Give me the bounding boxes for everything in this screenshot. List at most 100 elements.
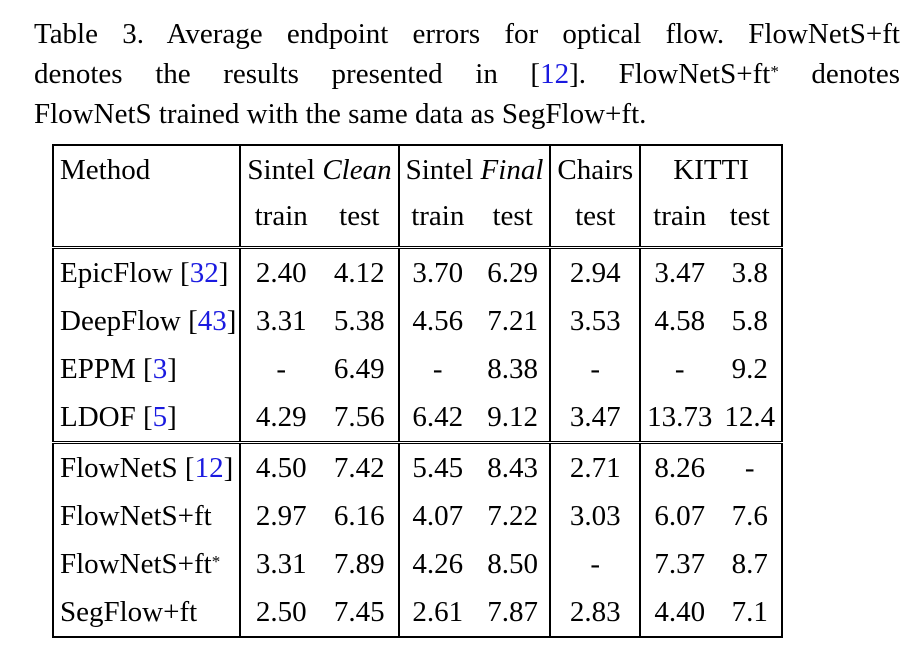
- method-name: LDOF: [60, 401, 143, 433]
- header-text-italic: Clean: [322, 154, 392, 186]
- value-cell: 7.6: [731, 500, 768, 532]
- value-cell: -: [550, 345, 642, 393]
- header-row-2: train test train test test train test: [53, 194, 782, 248]
- value-cell: 2.50: [255, 596, 307, 628]
- table-body: EpicFlow [32] 2.40 4.12 3.70 6.29 2.94 3.47 3.8…: [53, 246, 783, 637]
- method-name: SegFlow+ft: [60, 596, 198, 628]
- citation-link[interactable]: 12: [540, 58, 570, 90]
- value-cell: 7.21: [475, 297, 552, 345]
- table-row: SegFlow+ft 2.50 7.45 2.61 7.87 2.83 4.40 7.1: [53, 588, 782, 637]
- value-cell: 5.38: [320, 297, 400, 345]
- value-cell: -: [276, 353, 287, 385]
- value-cell: 4.12: [320, 246, 400, 297]
- value-cell: 7.56: [320, 393, 400, 443]
- caption-text: ]. FlowNetS+ft: [569, 58, 771, 90]
- method-name: FlowNetS+ft: [60, 548, 212, 580]
- value-cell: 2.94: [550, 246, 642, 297]
- method-cell: SegFlow+ft: [53, 588, 242, 637]
- value-cell: 3.70: [398, 246, 476, 297]
- value-cell: 3.03: [550, 492, 642, 540]
- value-cell: 2.61: [412, 596, 464, 628]
- table-row: EPPM [3] -6.49-8.38- -9.2: [53, 345, 782, 393]
- value-cell: 13.73: [647, 401, 713, 433]
- header-test: test: [550, 194, 642, 248]
- citation-link[interactable]: 5: [152, 401, 168, 433]
- value-cell: 6.07: [654, 500, 706, 532]
- value-cell: 4.58: [654, 305, 706, 337]
- table-row: FlowNetS [12] 4.50 7.42 5.45 8.43 2.71 8.26-: [53, 441, 783, 492]
- method-cell: EPPM [3]: [53, 345, 242, 393]
- table-row: LDOF [5] 4.29 7.56 6.42 9.12 3.47 13.73 12.4: [53, 393, 782, 443]
- value-cell: 4.56: [412, 305, 464, 337]
- value-cell: -: [718, 441, 783, 492]
- value-cell: 8.43: [475, 441, 552, 492]
- value-cell: 8.38: [475, 345, 552, 393]
- value-cell: 8.7: [731, 548, 768, 580]
- value-cell: 4.29: [255, 401, 307, 433]
- method-name: EpicFlow: [60, 257, 181, 289]
- value-cell: 5.45: [398, 441, 476, 492]
- caption-text: denotes: [778, 58, 901, 90]
- method-cell: DeepFlow [43]: [53, 297, 242, 345]
- header-test: test: [475, 194, 552, 248]
- value-cell: 3.31: [255, 305, 307, 337]
- citation-link[interactable]: 32: [189, 257, 219, 289]
- method-cell: FlowNetS+ft*: [53, 540, 242, 588]
- value-cell: 2.40: [240, 246, 321, 297]
- value-cell: 8.50: [475, 540, 552, 588]
- value-cell: 3.53: [550, 297, 642, 345]
- header-row-1: Method Sintel Clean Sintel Final Chairs …: [53, 145, 782, 194]
- header-text: Sintel: [247, 154, 323, 186]
- method-cell: FlowNetS+ft: [53, 492, 242, 540]
- table-row: FlowNetS+ft 2.97 6.16 4.07 7.22 3.03 6.07 7.6: [53, 492, 782, 540]
- header-method: Method: [53, 145, 242, 194]
- value-cell: 6.29: [475, 246, 552, 297]
- value-cell: 2.83: [550, 588, 642, 637]
- citation-link[interactable]: 43: [197, 305, 227, 337]
- header-empty: [53, 194, 242, 248]
- value-cell: 2.71: [550, 441, 642, 492]
- results-table: Method Sintel Clean Sintel Final Chairs …: [52, 144, 784, 638]
- table-row: EpicFlow [32] 2.40 4.12 3.70 6.29 2.94 3.47 3.8: [53, 246, 783, 297]
- table-row: DeepFlow [43] 3.31 5.38 4.56 7.21 3.53 4.58 5.8: [53, 297, 782, 345]
- method-cell: LDOF [5]: [53, 393, 242, 443]
- header-text: Sintel: [405, 154, 481, 186]
- value-cell: 2.97: [255, 500, 307, 532]
- value-cell: -: [674, 353, 685, 385]
- value-cell: 7.42: [320, 441, 400, 492]
- value-cell: -: [550, 540, 642, 588]
- value-cell: 7.87: [475, 588, 552, 637]
- value-cell: 4.50: [240, 441, 321, 492]
- value-cell: 9.12: [475, 393, 552, 443]
- value-cell: 4.40: [654, 596, 706, 628]
- asterisk-marker: *: [211, 552, 221, 571]
- citation-link[interactable]: 12: [194, 452, 224, 484]
- header-text-italic: Final: [480, 154, 544, 186]
- caption-line-3: FlowNetS trained with the same data as S…: [34, 98, 647, 130]
- value-cell: 7.22: [475, 492, 552, 540]
- header-train: train: [653, 200, 707, 232]
- citation-link[interactable]: 3: [152, 353, 168, 385]
- value-cell: 6.42: [412, 401, 464, 433]
- value-cell: 6.49: [320, 345, 400, 393]
- value-cell: 3.47: [550, 393, 642, 443]
- header-sintel-clean: Sintel Clean: [240, 145, 400, 194]
- header-train: train: [411, 200, 465, 232]
- method-name: FlowNetS: [60, 452, 185, 484]
- value-cell: 7.37: [654, 548, 706, 580]
- header-train: train: [254, 200, 308, 232]
- value-cell: 4.07: [412, 500, 464, 532]
- value-cell: 7.45: [320, 588, 400, 637]
- value-cell: 7.89: [320, 540, 400, 588]
- value-cell: 9.2: [731, 353, 768, 385]
- header-sintel-final: Sintel Final: [398, 145, 552, 194]
- value-cell: -: [432, 353, 443, 385]
- method-cell: FlowNetS [12]: [53, 441, 242, 492]
- value-cell: 6.16: [320, 492, 400, 540]
- header-test: test: [729, 200, 770, 232]
- table-row: FlowNetS+ft* 3.31 7.89 4.26 8.50-7.37 8.7: [53, 540, 782, 588]
- asterisk-marker: *: [770, 62, 779, 81]
- value-cell: 3.47: [640, 246, 719, 297]
- value-cell: 4.26: [412, 548, 464, 580]
- header-chairs: Chairs: [550, 145, 642, 194]
